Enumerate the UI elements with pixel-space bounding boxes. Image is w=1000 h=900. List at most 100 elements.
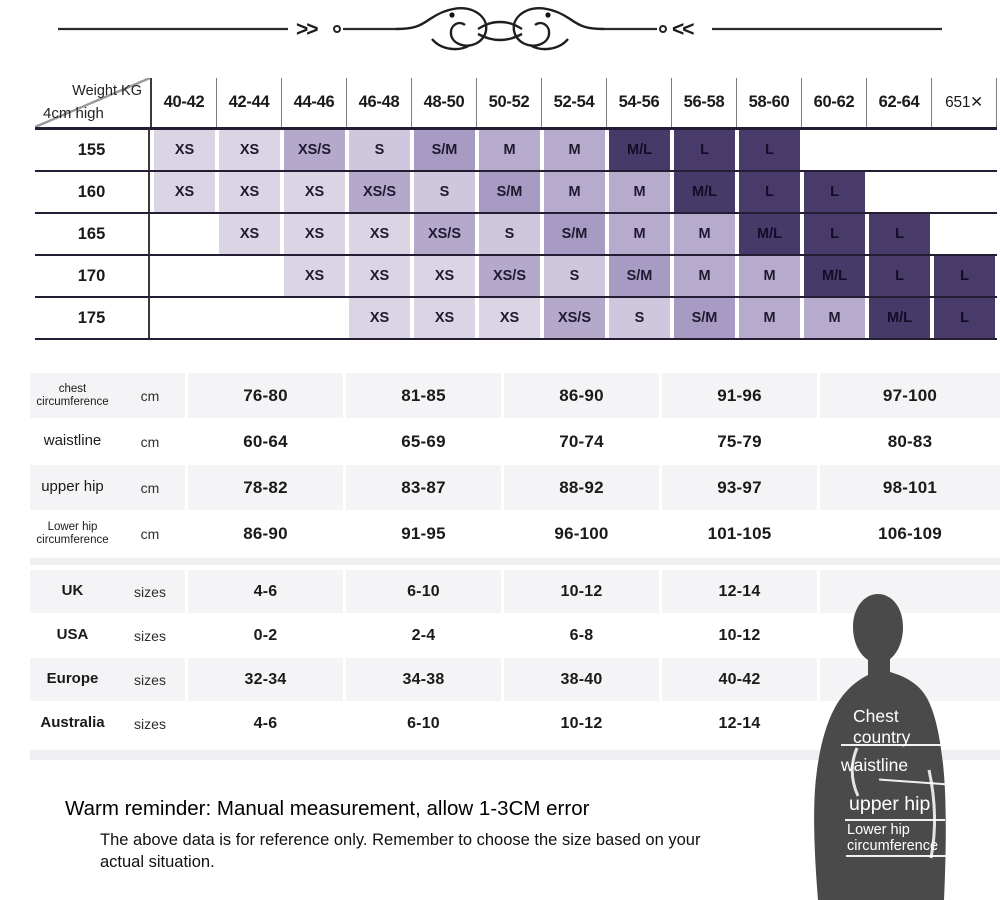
size-cell: L <box>739 172 800 212</box>
value-cell: 6-10 <box>343 570 501 613</box>
row-label: USA <box>56 626 89 644</box>
empty-cell <box>219 256 280 296</box>
size-cell: S/M <box>544 214 605 254</box>
size-cell: M <box>544 130 605 170</box>
lower-hip-measure-line <box>846 855 951 857</box>
value-cell: 81-85 <box>343 373 501 418</box>
value-cell: 32-34 <box>185 658 343 701</box>
value-cell: 60-64 <box>185 419 343 464</box>
size-cell: S/M <box>609 256 670 296</box>
weight-column-header: 62-64 <box>867 78 932 127</box>
weight-column-header: 50-52 <box>477 78 542 127</box>
empty-cell <box>934 172 995 212</box>
size-cell: S <box>479 214 540 254</box>
row-label: chest circumference <box>36 382 109 408</box>
figure-lower-hip-label: Lower hip circumference <box>847 822 939 854</box>
table-row: waistline cm 60-64 65-69 70-74 75-79 80-83 <box>30 419 1000 464</box>
value-cell: 96-100 <box>501 511 659 556</box>
table-row: Europe sizes 32-34 34-38 38-40 40-42 <box>30 658 1000 701</box>
size-cell: S/M <box>479 172 540 212</box>
value-cell: 70-74 <box>501 419 659 464</box>
value-cell: 86-90 <box>501 373 659 418</box>
empty-cell <box>934 214 995 254</box>
size-cell: XS <box>349 214 410 254</box>
size-cell: M/L <box>609 130 670 170</box>
row-label: waistline <box>43 432 102 450</box>
size-cell: M <box>804 298 865 338</box>
height-row-header: 155 <box>35 130 150 170</box>
size-cell: M <box>674 256 735 296</box>
value-cell: 93-97 <box>659 465 817 510</box>
value-cell: 12-14 <box>659 702 817 745</box>
size-cell: XS <box>219 214 280 254</box>
size-cell: S <box>609 298 670 338</box>
size-cell: M <box>739 256 800 296</box>
row-label: upper hip <box>41 478 104 496</box>
table-row: Lower hip circumference cm 86-90 91-95 96-10… <box>30 511 1000 556</box>
size-cell: XS <box>219 130 280 170</box>
unit-label: cm <box>140 525 160 542</box>
flourish-icon: >> << <box>58 7 942 51</box>
corner-weight-label: Weight KG <box>72 83 142 99</box>
unit-label: cm <box>140 387 160 404</box>
size-cell: XS/S <box>349 172 410 212</box>
weight-column-header: 40-42 <box>152 78 217 127</box>
size-cell: XS <box>154 172 215 212</box>
value-cell: 83-87 <box>343 465 501 510</box>
size-cell: XS <box>349 298 410 338</box>
measurements-table: chest circumference cm 76-80 81-85 86-90 91-9… <box>30 373 1000 557</box>
size-cell: M/L <box>869 298 930 338</box>
separator-band <box>30 750 1000 760</box>
value-cell: 0-2 <box>185 614 343 657</box>
empty-cell <box>804 130 865 170</box>
weight-column-header: 52-54 <box>542 78 607 127</box>
size-cell: XS/S <box>479 256 540 296</box>
weight-column-header: 48-50 <box>412 78 477 127</box>
size-cell: S/M <box>414 130 475 170</box>
height-row-header: 175 <box>35 298 150 338</box>
value-cell: 10-12 <box>501 702 659 745</box>
weight-column-header: 56-58 <box>672 78 737 127</box>
empty-cell <box>284 298 345 338</box>
weight-column-header: 42-44 <box>217 78 282 127</box>
value-cell: 4-6 <box>185 702 343 745</box>
weight-column-header: 58-60 <box>737 78 802 127</box>
size-cell: XS <box>154 130 215 170</box>
size-cell: L <box>869 214 930 254</box>
size-cell: M/L <box>674 172 735 212</box>
weight-column-header: 46-48 <box>347 78 412 127</box>
empty-cell <box>869 130 930 170</box>
matrix-row: 165 XS XS XS XS/S S S/M M M M/L L L <box>35 214 997 256</box>
size-cell: M <box>544 172 605 212</box>
size-matrix-header-row: Weight KG 4cm high 40-42 42-44 44-46 46-48 4… <box>35 78 997 130</box>
unit-label: sizes <box>134 671 166 688</box>
size-cell: M <box>739 298 800 338</box>
size-cell: XS <box>414 256 475 296</box>
row-label: Lower hip circumference <box>36 520 109 546</box>
empty-cell <box>219 298 280 338</box>
value-cell: 98-101 <box>817 465 1000 510</box>
table-row: Australia sizes 4-6 6-10 10-12 12-14 <box>30 702 1000 745</box>
size-cell: XS <box>219 172 280 212</box>
separator-band <box>30 558 1000 565</box>
size-cell: XS <box>349 256 410 296</box>
figure-chest-label: Chest country <box>853 706 911 747</box>
size-cell: M/L <box>804 256 865 296</box>
size-cell: XS <box>479 298 540 338</box>
value-cell: 2-4 <box>343 614 501 657</box>
value-cell: 65-69 <box>343 419 501 464</box>
value-cell: 34-38 <box>343 658 501 701</box>
table-row: USA sizes 0-2 2-4 6-8 10-12 <box>30 614 1000 657</box>
size-cell: XS/S <box>544 298 605 338</box>
size-cell: XS <box>414 298 475 338</box>
table-row: chest circumference cm 76-80 81-85 86-90 91-9… <box>30 373 1000 418</box>
divider-right-chevrons: << <box>672 18 694 41</box>
size-cell: L <box>869 256 930 296</box>
empty-cell <box>817 658 1000 701</box>
size-cell: XS <box>284 214 345 254</box>
body-silhouette: Chest country waistline upper hip Lower … <box>805 592 955 900</box>
size-cell: XS <box>284 256 345 296</box>
table-row: upper hip cm 78-82 83-87 88-92 93-97 98-101 <box>30 465 1000 510</box>
unit-label: cm <box>140 433 160 450</box>
warm-reminder-title: Warm reminder: Manual measurement, allow… <box>65 797 590 820</box>
